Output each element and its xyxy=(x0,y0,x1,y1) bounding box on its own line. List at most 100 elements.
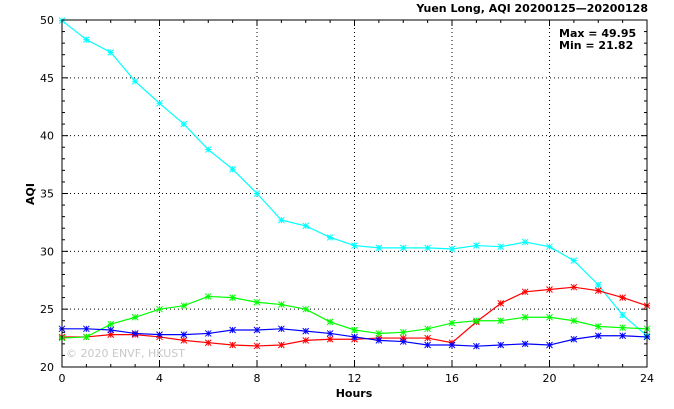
data-point xyxy=(107,320,115,328)
data-point xyxy=(156,305,163,313)
data-point xyxy=(351,242,358,249)
data-point xyxy=(326,234,334,241)
data-point xyxy=(570,283,578,291)
y-tick-label: 20 xyxy=(40,361,54,374)
data-point xyxy=(594,281,602,289)
data-point xyxy=(497,317,505,325)
data-point xyxy=(619,311,626,319)
data-point xyxy=(131,330,139,337)
data-point xyxy=(83,325,90,333)
max-value-label: Max = 49.95 xyxy=(559,27,636,40)
data-point xyxy=(180,331,188,338)
data-point xyxy=(107,49,115,56)
axis-ticks: 0 4 8 12 16 20 24 20 25 30 35 40 45 50 xyxy=(40,14,654,385)
min-value-label: Min = 21.82 xyxy=(559,39,633,52)
data-point xyxy=(399,244,407,252)
x-tick-label: 12 xyxy=(348,372,362,385)
data-point xyxy=(131,313,139,321)
x-tick-label: 0 xyxy=(59,372,66,385)
x-tick-label: 8 xyxy=(254,372,261,385)
data-point xyxy=(326,330,334,337)
data-point xyxy=(448,341,456,349)
data-point xyxy=(131,77,139,85)
series-1 xyxy=(58,17,651,340)
grid-lines xyxy=(62,20,647,367)
data-point xyxy=(375,330,383,337)
data-point xyxy=(594,287,602,295)
data-point xyxy=(497,300,505,307)
data-point xyxy=(253,342,261,350)
data-point xyxy=(278,301,285,308)
data-point xyxy=(473,317,480,325)
data-point xyxy=(302,337,310,344)
data-point xyxy=(229,165,236,173)
data-point xyxy=(424,244,431,252)
x-tick-label: 16 xyxy=(445,372,459,385)
data-point xyxy=(594,323,602,330)
data-point xyxy=(473,242,480,249)
x-tick-label: 24 xyxy=(640,372,654,385)
data-point xyxy=(204,293,212,300)
data-point xyxy=(156,331,163,338)
data-point xyxy=(424,325,431,333)
data-point xyxy=(521,288,529,296)
data-point xyxy=(546,313,553,321)
data-point xyxy=(375,244,383,252)
data-point xyxy=(424,334,431,342)
data-point xyxy=(326,335,334,343)
data-point xyxy=(546,243,553,251)
y-tick-label: 35 xyxy=(40,188,54,201)
data-point xyxy=(180,120,188,128)
data-point xyxy=(83,333,90,341)
series-4 xyxy=(58,325,651,350)
data-point xyxy=(399,328,407,336)
data-point xyxy=(521,238,529,246)
data-point xyxy=(278,325,285,333)
data-point xyxy=(521,340,529,348)
data-point xyxy=(619,324,626,332)
data-point xyxy=(107,326,115,334)
series-lines xyxy=(58,17,651,350)
data-point xyxy=(375,337,383,344)
data-point xyxy=(497,341,505,349)
x-tick-label: 4 xyxy=(156,372,163,385)
y-tick-label: 40 xyxy=(40,130,54,143)
data-point xyxy=(351,333,358,341)
chart-title: Yuen Long, AQI 20200125—20200128 xyxy=(415,2,648,15)
y-tick-label: 45 xyxy=(40,72,54,85)
data-point xyxy=(229,341,236,349)
data-point xyxy=(546,286,553,293)
y-axis-title: AQI xyxy=(24,183,37,205)
data-point xyxy=(180,302,188,310)
data-point xyxy=(156,99,163,107)
x-axis-title: Hours xyxy=(336,387,373,400)
data-point xyxy=(253,190,261,197)
data-point xyxy=(570,257,578,264)
data-point xyxy=(229,294,236,301)
data-point xyxy=(497,243,505,251)
data-point xyxy=(619,294,626,301)
data-point xyxy=(399,338,407,345)
data-point xyxy=(204,330,212,337)
data-point xyxy=(594,332,602,340)
data-point xyxy=(253,298,261,306)
data-point xyxy=(229,326,236,334)
data-point xyxy=(473,342,480,350)
data-point xyxy=(448,245,456,253)
data-point xyxy=(107,331,115,338)
data-point xyxy=(570,335,578,343)
data-point xyxy=(180,337,188,344)
data-point xyxy=(253,326,261,334)
data-point xyxy=(302,305,310,313)
data-point xyxy=(448,319,456,327)
x-tick-label: 20 xyxy=(543,372,557,385)
y-tick-label: 50 xyxy=(40,14,54,27)
y-tick-label: 25 xyxy=(40,303,54,316)
data-point xyxy=(546,341,553,349)
data-point xyxy=(424,341,431,349)
data-point xyxy=(570,317,578,325)
data-point xyxy=(351,326,358,334)
data-point xyxy=(521,313,529,321)
copyright-watermark: © 2020 ENVF, HKUST xyxy=(66,347,185,360)
